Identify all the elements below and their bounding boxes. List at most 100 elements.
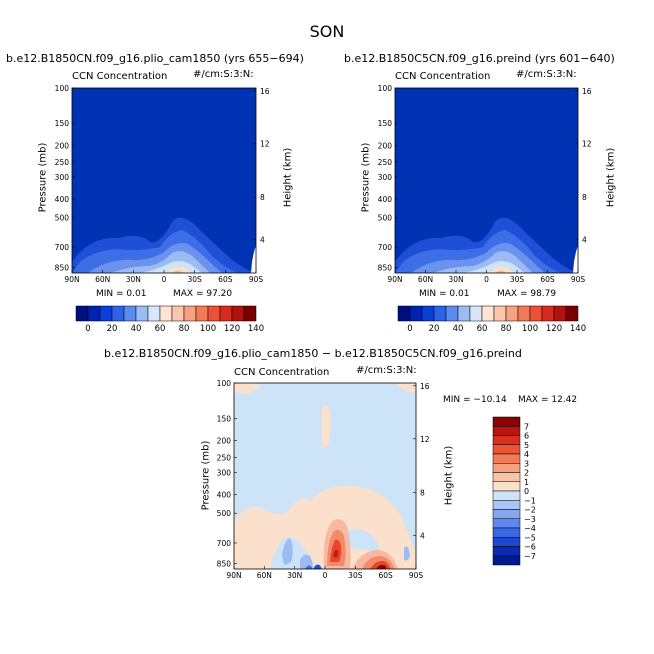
y-tick-label: 150 [217, 414, 232, 423]
colorbar-label: 2 [524, 469, 529, 478]
colorbar-swatch [541, 305, 555, 322]
colorbar-label: 0 [85, 324, 90, 334]
colorbar-swatch [421, 305, 435, 322]
x-tick-label: 30N [448, 275, 463, 284]
colorbar-label: 20 [107, 324, 118, 334]
colorbar-swatch [492, 490, 521, 501]
y-tick-label: 700 [217, 539, 232, 548]
colorbar-swatch [397, 305, 411, 322]
y2-tick-label: 12 [260, 140, 270, 149]
y-tick-label: 300 [217, 468, 232, 477]
panel-3-variable-label: CCN Concentration [234, 367, 330, 378]
colorbar-swatch [492, 518, 521, 529]
y2-tick-label: 8 [582, 193, 587, 202]
x-tick-label: 60S [540, 275, 555, 284]
colorbar-swatch [517, 305, 531, 322]
y2-tick-label: 4 [420, 532, 425, 541]
x-tick-label: 60S [218, 275, 233, 284]
colorbar-swatch [469, 305, 483, 322]
colorbar-label: 40 [131, 324, 142, 334]
x-tick-label: 60S [379, 571, 394, 580]
panel-3-max-label: MAX = 12.42 [518, 395, 578, 405]
colorbar-swatch [493, 305, 507, 322]
panel-3-units-label: #/cm:S:3:N: [356, 365, 417, 376]
colorbar-label: 60 [477, 324, 488, 334]
colorbar-label: 140 [570, 324, 586, 334]
y-tick-label: 500 [55, 214, 70, 223]
x-tick-label: 90N [226, 571, 241, 580]
y-tick-label: 150 [55, 119, 70, 128]
colorbar-swatch [553, 305, 567, 322]
colorbar-label: −2 [524, 506, 536, 515]
panel-1-units-label: #/cm:S:3:N: [193, 69, 254, 80]
colorbar-label: 100 [200, 324, 216, 334]
y-tick-label: 700 [55, 243, 70, 252]
x-tick-label: 30N [126, 275, 141, 284]
x-tick-label: 90S [571, 275, 586, 284]
x-tick-label: 90S [249, 275, 264, 284]
x-tick-label: 30S [510, 275, 525, 284]
colorbar-swatch [147, 305, 161, 322]
y2-tick-label: 16 [260, 87, 270, 96]
y-tick-label: 400 [55, 195, 70, 204]
colorbar-label: 140 [248, 324, 264, 334]
y-tick-label: 850 [217, 559, 232, 568]
colorbar-swatch [87, 305, 101, 322]
x-tick-label: 90S [409, 571, 424, 580]
colorbar-swatch [111, 305, 125, 322]
x-tick-label: 30S [188, 275, 203, 284]
y-tick-label: 100 [55, 84, 70, 93]
x-tick-label: 90N [387, 275, 402, 284]
panel-3-axes: 90N 60N 30N 0 30S 60S 90S 100 150 200 250 300 400 500… [217, 379, 430, 580]
colorbar-swatch [492, 435, 521, 445]
colorbar-label: 80 [501, 324, 512, 334]
y2-tick-label: 16 [420, 382, 430, 391]
y-tick-label: 400 [378, 195, 393, 204]
panel-1-title: b.e12.B1850CN.f09_g16.plio_cam1850 (yrs … [6, 52, 304, 65]
colorbar-label: 60 [155, 324, 166, 334]
colorbar-swatch [99, 305, 113, 322]
colorbar-label: 4 [524, 450, 529, 459]
panel-1-axes: 90N 60N 30N 0 30S 60S 90S 100 150 200 250 300 400 500… [55, 84, 270, 284]
x-tick-label: 30N [287, 571, 302, 580]
colorbar-swatch [135, 305, 149, 322]
y-tick-label: 100 [378, 84, 393, 93]
y2-tick-label: 16 [582, 87, 592, 96]
y-tick-label: 850 [378, 263, 393, 272]
colorbar-swatch [492, 546, 521, 556]
x-tick-label: 30S [348, 571, 363, 580]
colorbar-swatch [492, 472, 521, 482]
panel-2-plot-area: 90N 60N 30N 0 30S 60S 90S 100 150 200 250 300 400 500… [378, 84, 592, 284]
colorbar-swatch [492, 444, 521, 455]
y-tick-label: 200 [378, 141, 393, 150]
panel-2-contours [395, 217, 578, 273]
y-tick-label: 250 [217, 453, 232, 462]
x-tick-label: 60N [95, 275, 110, 284]
y-tick-label: 400 [217, 491, 232, 500]
panel-3-plot-area: 90N 60N 30N 0 30S 60S 90S 100 150 200 250 300 400 500… [217, 379, 430, 580]
x-tick-label: 60N [257, 571, 272, 580]
colorbar-swatch [195, 305, 209, 322]
colorbar-label: 0 [407, 324, 412, 334]
colorbar-label: 3 [524, 459, 529, 468]
page-title: SON [309, 22, 345, 41]
colorbar-swatch [492, 500, 521, 510]
colorbar-swatch [492, 426, 521, 436]
y2-tick-label: 4 [582, 236, 587, 245]
colorbar-label: 1 [524, 478, 529, 487]
colorbar-swatch [433, 305, 447, 322]
y-tick-label: 850 [55, 263, 70, 272]
colorbar-swatch [183, 305, 197, 322]
colorbar-swatch [219, 305, 233, 322]
panel-1-max-label: MAX = 97.20 [173, 289, 233, 299]
y-tick-label: 500 [378, 214, 393, 223]
y2-tick-label: 8 [420, 489, 425, 498]
colorbar-swatch [565, 305, 579, 322]
colorbar-swatch [492, 555, 521, 566]
y-tick-label: 200 [55, 141, 70, 150]
colorbar-swatch [75, 305, 89, 322]
colorbar-swatch [492, 481, 521, 492]
panel-3-contours [234, 383, 416, 569]
